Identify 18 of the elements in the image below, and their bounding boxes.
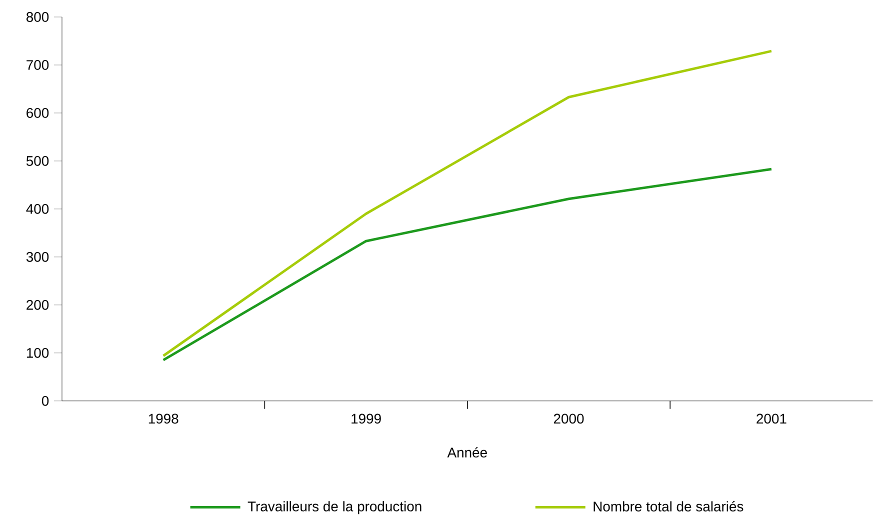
legend-label: Nombre total de salariés: [594, 501, 744, 512]
line-series: [162, 50, 773, 358]
y-tick-label: 800: [26, 12, 49, 22]
x-axis-title: Année: [447, 447, 487, 458]
y-tick-label: 400: [26, 204, 49, 214]
y-tick-label: 200: [26, 300, 49, 310]
y-tick-label: 300: [26, 252, 49, 262]
x-tick-label: 2000: [554, 414, 584, 424]
y-tick-label: 700: [26, 60, 49, 70]
y-tick-label: 100: [26, 348, 49, 358]
x-tick-label: 2001: [756, 414, 786, 424]
legend-label: Travailleurs de la production: [248, 501, 422, 514]
y-tick-label: 0: [42, 396, 49, 406]
y-tick-label: 500: [26, 156, 49, 166]
y-tick-label: 600: [26, 108, 49, 118]
x-tick-label: 1998: [148, 414, 178, 424]
line-series: [162, 168, 773, 362]
x-tick-label: 1999: [352, 414, 381, 424]
